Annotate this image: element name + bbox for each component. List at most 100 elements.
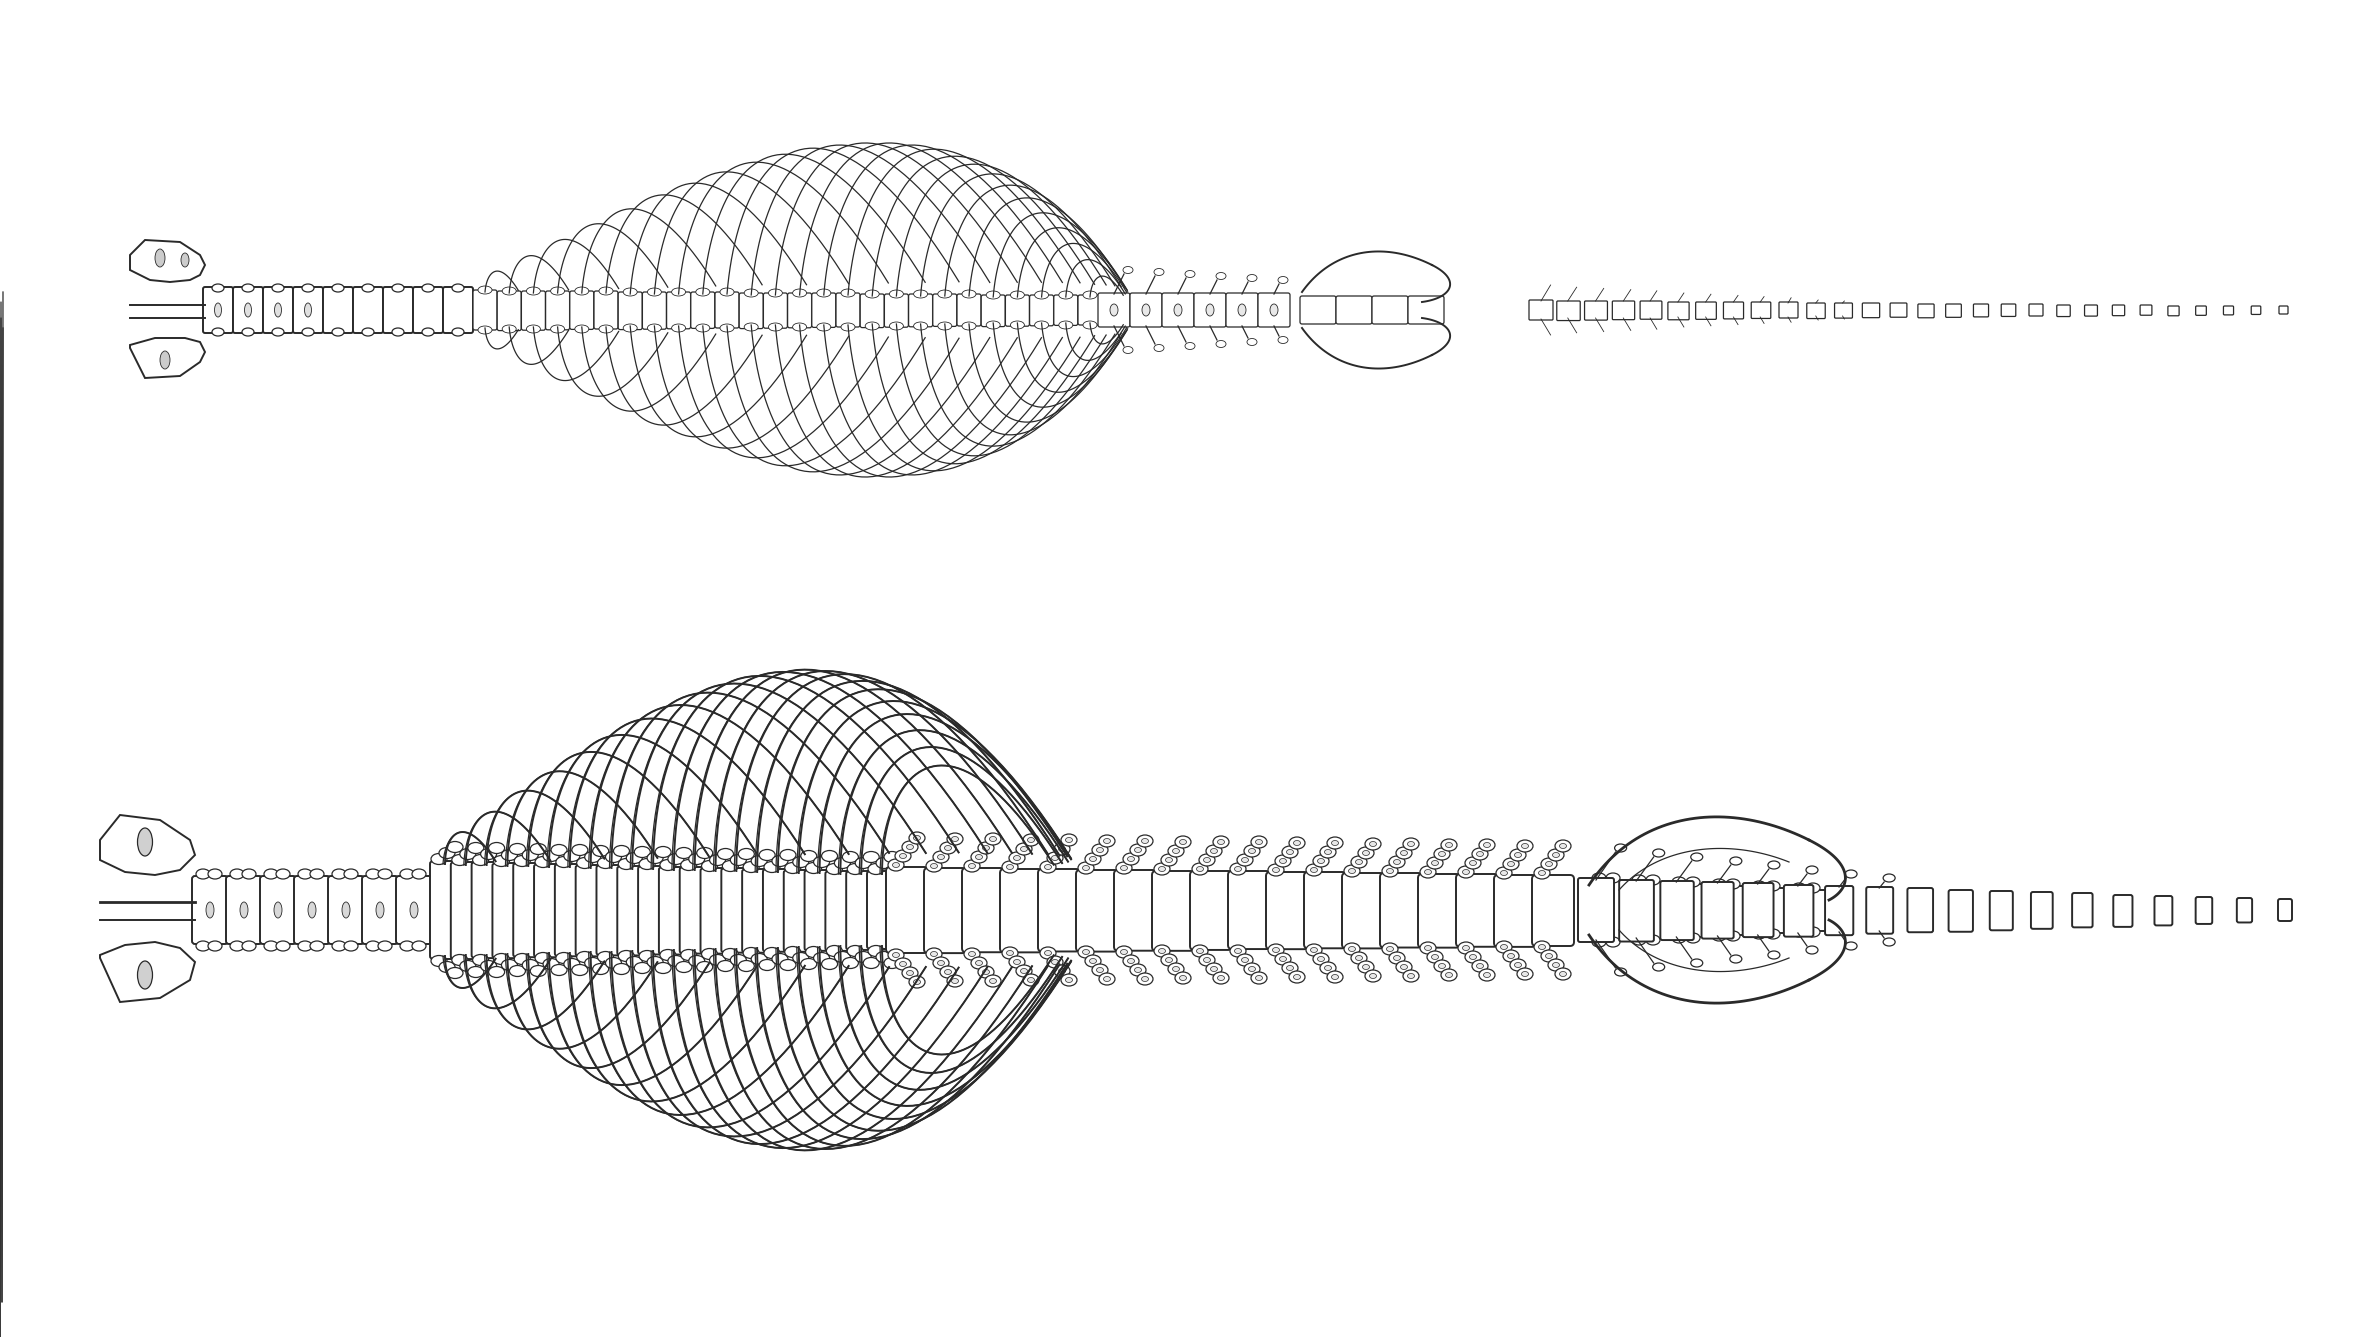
Ellipse shape [229, 869, 244, 878]
Ellipse shape [1138, 836, 1154, 848]
Ellipse shape [1358, 848, 1374, 858]
FancyBboxPatch shape [1700, 882, 1734, 939]
Ellipse shape [627, 853, 643, 864]
Ellipse shape [934, 850, 948, 862]
Ellipse shape [452, 955, 468, 965]
Ellipse shape [1204, 857, 1211, 862]
Ellipse shape [1211, 849, 1218, 853]
FancyBboxPatch shape [520, 291, 546, 330]
Ellipse shape [1282, 963, 1298, 973]
FancyBboxPatch shape [1577, 878, 1613, 943]
Ellipse shape [310, 869, 324, 878]
Ellipse shape [1218, 840, 1225, 845]
FancyBboxPatch shape [1807, 303, 1826, 318]
Ellipse shape [1632, 935, 1646, 945]
Ellipse shape [1161, 955, 1178, 967]
Ellipse shape [792, 289, 806, 297]
FancyBboxPatch shape [1194, 293, 1225, 328]
Ellipse shape [655, 846, 672, 857]
Ellipse shape [196, 869, 210, 878]
Ellipse shape [362, 328, 374, 336]
FancyBboxPatch shape [1620, 880, 1653, 941]
FancyBboxPatch shape [1265, 872, 1308, 949]
Ellipse shape [1277, 337, 1289, 344]
FancyBboxPatch shape [1705, 886, 1748, 935]
Ellipse shape [648, 853, 662, 864]
Ellipse shape [137, 961, 151, 989]
FancyBboxPatch shape [192, 876, 227, 944]
Ellipse shape [1154, 945, 1171, 957]
Ellipse shape [1168, 963, 1185, 975]
Ellipse shape [1386, 869, 1393, 873]
Ellipse shape [963, 322, 977, 330]
Ellipse shape [989, 979, 996, 984]
Ellipse shape [1469, 955, 1476, 960]
Ellipse shape [527, 325, 539, 333]
Ellipse shape [1128, 857, 1135, 861]
Ellipse shape [1691, 959, 1703, 967]
FancyBboxPatch shape [835, 293, 861, 328]
Ellipse shape [1154, 269, 1164, 275]
Ellipse shape [378, 869, 393, 878]
Ellipse shape [1471, 960, 1488, 972]
Ellipse shape [802, 959, 816, 969]
FancyBboxPatch shape [1533, 874, 1575, 947]
Ellipse shape [868, 864, 885, 874]
FancyBboxPatch shape [362, 876, 397, 944]
Ellipse shape [1086, 955, 1102, 967]
Ellipse shape [1083, 865, 1090, 870]
Ellipse shape [1355, 956, 1362, 960]
Ellipse shape [473, 854, 490, 865]
FancyBboxPatch shape [667, 291, 691, 329]
Ellipse shape [702, 861, 717, 872]
Ellipse shape [1712, 878, 1726, 889]
Ellipse shape [984, 833, 1000, 845]
Ellipse shape [717, 849, 733, 860]
Ellipse shape [1104, 976, 1112, 981]
FancyBboxPatch shape [293, 287, 324, 333]
Ellipse shape [1646, 935, 1660, 945]
Ellipse shape [1507, 953, 1514, 959]
Ellipse shape [501, 287, 516, 295]
Ellipse shape [362, 283, 374, 291]
Ellipse shape [927, 948, 941, 960]
Ellipse shape [934, 957, 948, 969]
FancyBboxPatch shape [546, 291, 570, 330]
Ellipse shape [1653, 963, 1665, 971]
Ellipse shape [1135, 968, 1142, 972]
Ellipse shape [1514, 963, 1521, 968]
Ellipse shape [563, 959, 579, 969]
Ellipse shape [1726, 878, 1741, 889]
Ellipse shape [1041, 861, 1057, 873]
FancyBboxPatch shape [1457, 874, 1497, 947]
Ellipse shape [501, 960, 518, 971]
Ellipse shape [1251, 836, 1268, 848]
Ellipse shape [447, 841, 464, 853]
Ellipse shape [1504, 951, 1518, 963]
Ellipse shape [298, 941, 312, 951]
Ellipse shape [310, 941, 324, 951]
FancyBboxPatch shape [887, 866, 927, 953]
Ellipse shape [710, 854, 726, 865]
Ellipse shape [1691, 853, 1703, 861]
FancyBboxPatch shape [2251, 306, 2261, 314]
Ellipse shape [866, 322, 880, 330]
Ellipse shape [1549, 959, 1563, 971]
Ellipse shape [494, 953, 508, 964]
Ellipse shape [660, 860, 676, 870]
Ellipse shape [1497, 941, 1511, 953]
Ellipse shape [343, 902, 350, 919]
Ellipse shape [1246, 338, 1258, 345]
Ellipse shape [1249, 967, 1256, 972]
FancyBboxPatch shape [1639, 301, 1663, 320]
FancyBboxPatch shape [2058, 305, 2069, 317]
Ellipse shape [1343, 943, 1360, 955]
FancyBboxPatch shape [783, 870, 816, 952]
Ellipse shape [229, 941, 244, 951]
Ellipse shape [1206, 303, 1213, 316]
Ellipse shape [1556, 840, 1570, 852]
Ellipse shape [1440, 840, 1457, 850]
FancyBboxPatch shape [1190, 870, 1232, 951]
FancyBboxPatch shape [639, 866, 669, 955]
Ellipse shape [1358, 961, 1374, 973]
